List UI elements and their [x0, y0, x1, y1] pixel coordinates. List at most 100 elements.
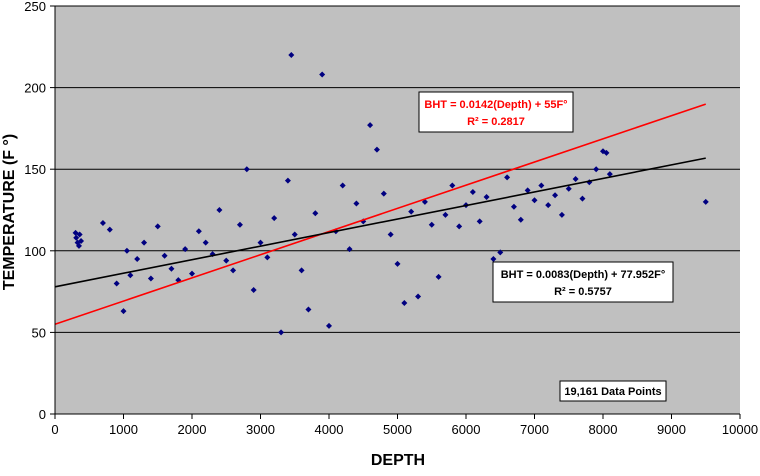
- x-tick-label-8: 8000: [589, 422, 618, 437]
- data-point-13: [141, 239, 148, 246]
- x-tick-label-1: 1000: [109, 422, 138, 437]
- data-point-27: [236, 221, 243, 228]
- data-point-83: [606, 171, 613, 178]
- data-point-8: [113, 280, 120, 287]
- data-point-6: [99, 220, 106, 227]
- data-point-17: [168, 265, 175, 272]
- data-point-76: [565, 185, 572, 192]
- x-tick-label-10: 10000: [722, 422, 758, 437]
- trendline-red-annotation: BHT = 0.0142(Depth) + 55F° R² = 0.2817: [418, 91, 574, 133]
- data-point-24: [216, 207, 223, 213]
- data-point-70: [524, 187, 531, 194]
- data-point-10: [123, 247, 130, 254]
- data-point-30: [257, 239, 264, 246]
- data-point-48: [373, 146, 380, 153]
- trendline-red-r2: R² = 0.2817: [467, 116, 525, 128]
- data-point-54: [415, 293, 422, 300]
- data-point-49: [380, 190, 387, 197]
- data-point-15: [154, 223, 161, 230]
- y-tick-label-2: 100: [24, 244, 46, 259]
- data-point-62: [469, 189, 476, 196]
- data-point-77: [572, 175, 579, 182]
- x-tick-label-5: 5000: [383, 422, 412, 437]
- x-tick-label-7: 7000: [520, 422, 549, 437]
- x-tick-label-3: 3000: [246, 422, 275, 437]
- data-point-63: [476, 218, 483, 225]
- data-point-20: [189, 270, 195, 277]
- data-point-52: [401, 300, 408, 307]
- trendlines: [54, 103, 707, 325]
- data-point-4: [76, 231, 83, 238]
- data-point-26: [230, 267, 237, 274]
- data-point-59: [449, 182, 456, 189]
- x-tick-label-9: 9000: [657, 422, 686, 437]
- gridlines: [55, 5, 740, 333]
- data-point-19: [182, 246, 189, 253]
- trendline-1: [54, 157, 706, 288]
- data-point-1: [73, 234, 80, 241]
- data-point-50: [387, 231, 394, 238]
- plot-area: [55, 6, 740, 414]
- data-point-69: [517, 216, 524, 223]
- data-point-78: [579, 195, 586, 202]
- data-point-38: [305, 306, 312, 313]
- data-point-66: [497, 249, 504, 256]
- data-point-14: [147, 275, 154, 282]
- data-points: [72, 51, 709, 336]
- data-point-84: [702, 198, 709, 205]
- trendline-0: [54, 103, 707, 325]
- data-point-36: [291, 231, 298, 238]
- data-count-label: 19,161 Data Points: [564, 386, 661, 398]
- data-point-31: [264, 254, 271, 261]
- data-point-73: [545, 202, 552, 209]
- data-point-37: [298, 267, 305, 274]
- y-axis-label: TEMPERATURE (F °): [1, 134, 18, 290]
- data-point-72: [538, 182, 545, 189]
- data-point-21: [195, 228, 202, 235]
- data-point-16: [161, 252, 168, 259]
- data-point-82: [603, 149, 610, 156]
- data-point-47: [367, 122, 374, 129]
- data-point-3: [75, 242, 82, 249]
- y-tick-label-0: 0: [39, 407, 46, 422]
- trendline-black-annotation: BHT = 0.0083(Depth) + 77.952F° R² = 0.57…: [492, 261, 674, 303]
- data-point-75: [558, 211, 565, 218]
- trendline-red-equation: BHT = 0.0142(Depth) + 55F°: [424, 99, 567, 111]
- data-point-39: [312, 210, 319, 217]
- data-count-box: 19,161 Data Points: [559, 380, 667, 402]
- x-tick-labels: 0 1000 2000 3000 4000 5000 6000 7000 8000 9000 100…: [51, 422, 758, 437]
- data-point-22: [202, 239, 209, 246]
- trendline-black-equation: BHT = 0.0083(Depth) + 77.952F°: [501, 269, 666, 281]
- x-tick-label-4: 4000: [315, 422, 344, 437]
- y-tick-labels: 0 50 100 150 200 250: [24, 0, 46, 422]
- data-point-32: [271, 215, 278, 222]
- data-point-7: [106, 226, 113, 233]
- data-point-25: [223, 257, 230, 264]
- data-point-56: [428, 221, 435, 228]
- data-point-80: [593, 166, 600, 173]
- trendline-black-r2: R² = 0.5757: [554, 286, 612, 298]
- y-tick-label-3: 150: [24, 162, 46, 177]
- data-point-71: [531, 197, 538, 204]
- data-point-58: [442, 211, 449, 218]
- data-point-51: [394, 260, 401, 267]
- data-point-9: [120, 308, 127, 315]
- data-point-43: [339, 182, 346, 189]
- data-point-65: [490, 255, 497, 262]
- data-point-41: [326, 322, 332, 329]
- data-point-28: [243, 166, 250, 173]
- data-point-12: [134, 255, 141, 262]
- data-point-34: [284, 177, 291, 184]
- data-point-68: [510, 203, 517, 210]
- data-point-35: [288, 51, 295, 58]
- x-tick-label-6: 6000: [452, 422, 481, 437]
- data-point-5: [78, 238, 85, 245]
- data-point-53: [408, 208, 415, 215]
- y-tick-label-1: 50: [32, 325, 46, 340]
- data-point-40: [319, 71, 326, 78]
- data-point-67: [504, 174, 511, 181]
- y-tick-label-4: 200: [24, 81, 46, 96]
- data-point-29: [250, 286, 257, 293]
